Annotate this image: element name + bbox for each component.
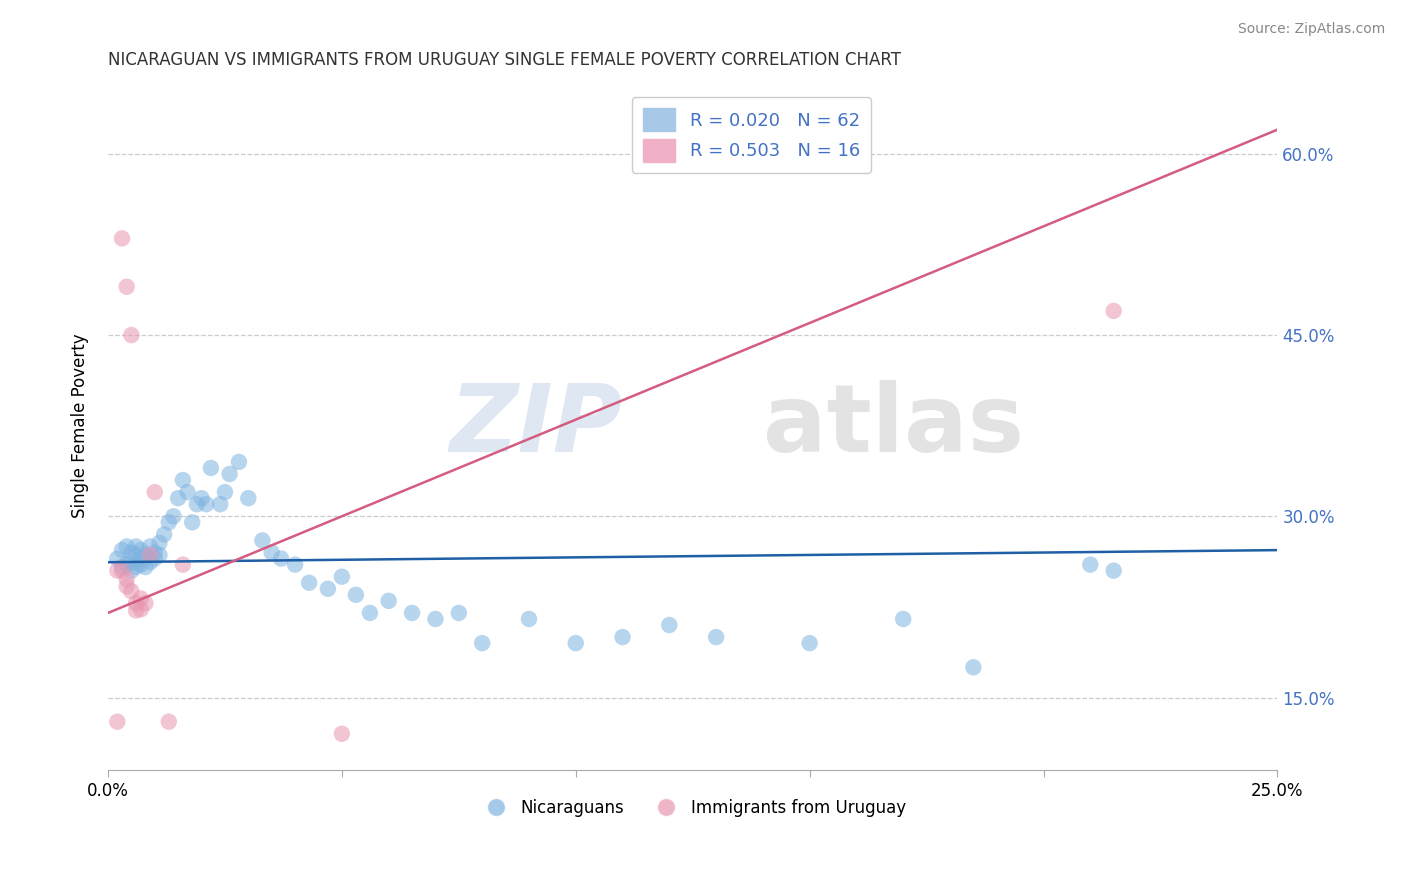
Point (125, 603, 148, 617)
Text: ZIP: ZIP (450, 380, 623, 472)
Point (359, 606, 381, 620)
Point (143, 545, 166, 559)
Point (200, 461, 222, 475)
Point (148, 548, 170, 562)
Point (298, 575, 321, 590)
Point (704, 630, 727, 644)
Point (139, 555, 162, 569)
Point (172, 473, 194, 487)
Point (330, 727, 353, 741)
Point (120, 555, 142, 569)
Point (564, 636, 586, 650)
Point (134, 596, 156, 610)
Point (195, 497, 218, 511)
Text: Source: ZipAtlas.com: Source: ZipAtlas.com (1237, 22, 1385, 37)
Point (157, 714, 180, 729)
Point (120, 328, 142, 343)
Point (330, 570, 353, 584)
Point (157, 516, 180, 530)
Point (143, 485, 166, 500)
Point (129, 591, 152, 606)
Point (284, 558, 307, 572)
Point (105, 714, 128, 729)
Point (270, 551, 292, 566)
Point (425, 612, 447, 626)
Point (139, 540, 162, 554)
Point (316, 582, 339, 596)
Point (115, 558, 138, 572)
Point (115, 572, 138, 586)
Point (214, 485, 236, 500)
Point (658, 618, 681, 632)
Point (190, 491, 212, 505)
Point (111, 543, 134, 558)
Point (1078, 558, 1101, 572)
Point (377, 594, 399, 608)
Point (111, 564, 134, 578)
Point (962, 660, 984, 674)
Point (252, 533, 274, 548)
Point (125, 596, 148, 610)
Text: NICARAGUAN VS IMMIGRANTS FROM URUGUAY SINGLE FEMALE POVERTY CORRELATION CHART: NICARAGUAN VS IMMIGRANTS FROM URUGUAY SI… (108, 51, 901, 69)
Point (186, 497, 208, 511)
Point (517, 612, 540, 626)
Point (209, 497, 232, 511)
Point (176, 485, 198, 500)
Point (120, 584, 142, 599)
Point (105, 551, 128, 566)
Point (111, 560, 134, 574)
Point (125, 540, 148, 554)
Point (125, 560, 148, 574)
Legend: Nicaraguans, Immigrants from Uruguay: Nicaraguans, Immigrants from Uruguay (472, 792, 912, 823)
Point (105, 564, 128, 578)
Point (162, 509, 184, 524)
Point (129, 558, 152, 572)
Point (148, 536, 170, 550)
Point (401, 606, 423, 620)
Point (238, 491, 260, 505)
Text: atlas: atlas (763, 380, 1024, 472)
Point (799, 636, 821, 650)
Point (1102, 304, 1125, 318)
Point (153, 527, 176, 541)
Point (172, 558, 194, 572)
Point (129, 602, 152, 616)
Point (344, 588, 367, 602)
Point (115, 279, 138, 293)
Point (139, 548, 162, 562)
Point (120, 564, 142, 578)
Point (115, 579, 138, 593)
Point (134, 560, 156, 574)
Point (143, 551, 166, 566)
Point (129, 551, 152, 566)
Point (891, 612, 914, 626)
Point (218, 467, 240, 481)
Point (471, 636, 494, 650)
Point (1102, 564, 1125, 578)
Point (115, 540, 138, 554)
Point (181, 516, 204, 530)
Point (260, 545, 283, 559)
Point (134, 548, 156, 562)
Point (129, 543, 152, 558)
Point (447, 606, 470, 620)
Point (612, 630, 634, 644)
Point (120, 545, 142, 559)
Point (167, 491, 190, 505)
Point (111, 231, 134, 245)
Point (125, 548, 148, 562)
Point (228, 455, 250, 469)
Y-axis label: Single Female Poverty: Single Female Poverty (72, 334, 89, 518)
